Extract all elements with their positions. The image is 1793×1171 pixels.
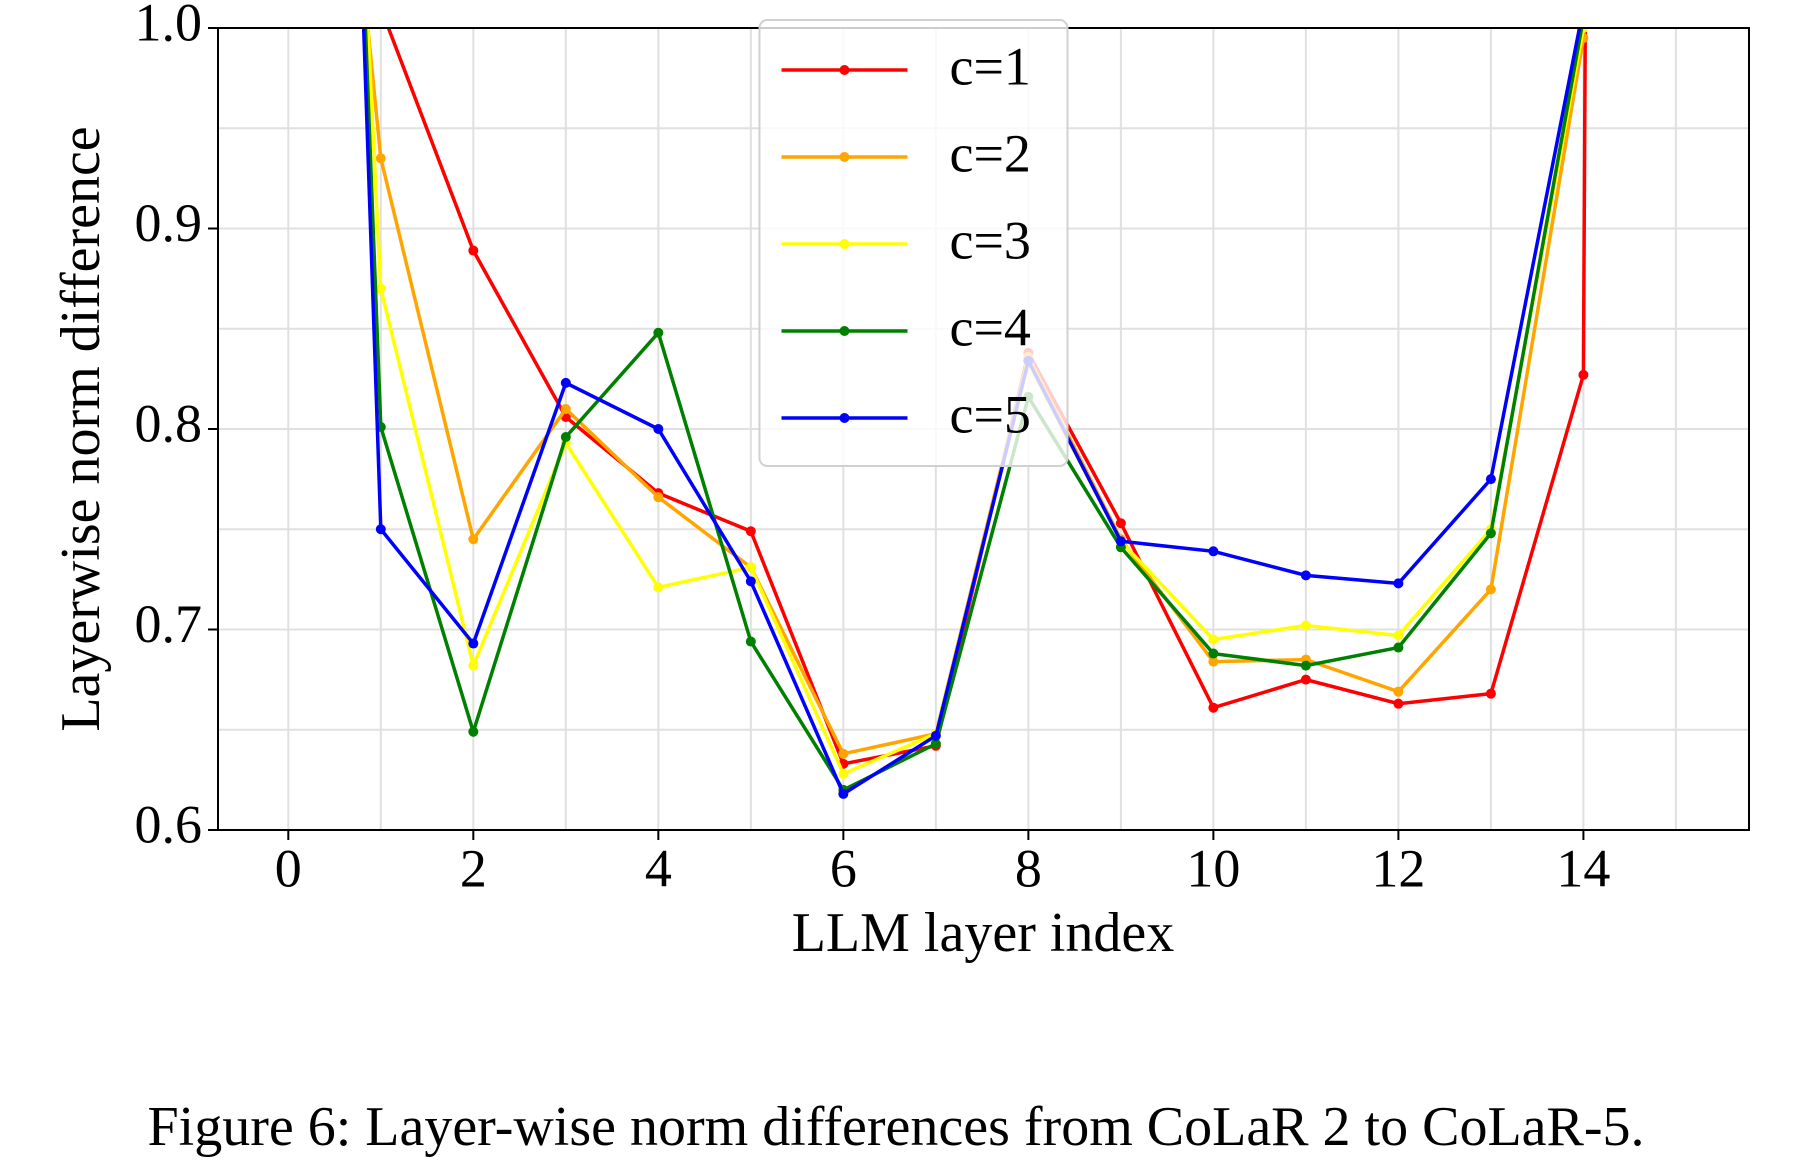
legend-label: c=1 bbox=[950, 36, 1031, 96]
point bbox=[1393, 686, 1404, 697]
point bbox=[1485, 688, 1496, 699]
point bbox=[1208, 546, 1219, 557]
axes: 0 2 4 6 8 10 12 14 0.6 0.7 0.8 0.9 1.0 bbox=[135, 0, 1611, 898]
y-tick-label: 0.9 bbox=[135, 193, 203, 253]
legend-label: c=2 bbox=[950, 123, 1031, 183]
y-tick-label: 0.6 bbox=[135, 794, 203, 854]
point bbox=[376, 3, 386, 13]
point bbox=[1578, 13, 1588, 23]
legend: c=1 c=2 c=3 c=4 c=5 bbox=[758, 19, 1069, 467]
x-tick-label: 12 bbox=[1371, 838, 1425, 898]
point bbox=[1208, 656, 1219, 667]
point bbox=[1393, 698, 1404, 709]
point bbox=[468, 660, 479, 671]
caption: Figure 6: Layer-wise norm differences fr… bbox=[147, 1096, 1644, 1158]
point bbox=[930, 738, 941, 749]
point bbox=[560, 377, 571, 388]
point bbox=[1300, 570, 1311, 581]
point bbox=[1485, 474, 1496, 485]
legend-label: c=3 bbox=[950, 210, 1031, 270]
point bbox=[1578, 369, 1589, 380]
point bbox=[838, 748, 849, 759]
point bbox=[1300, 674, 1311, 685]
point bbox=[560, 403, 571, 414]
point bbox=[1300, 660, 1311, 671]
series-line bbox=[361, 28, 1582, 797]
point bbox=[1393, 578, 1404, 589]
legend-marker bbox=[839, 413, 850, 423]
point bbox=[838, 788, 849, 799]
point bbox=[745, 636, 756, 647]
point bbox=[1485, 584, 1496, 595]
point bbox=[1115, 518, 1126, 529]
point bbox=[838, 768, 849, 779]
point bbox=[1208, 702, 1219, 713]
legend-box bbox=[758, 19, 1069, 467]
x-tick-label: 14 bbox=[1556, 838, 1610, 898]
point bbox=[745, 526, 756, 537]
x-tick-label: 4 bbox=[645, 838, 672, 898]
point bbox=[1208, 634, 1219, 645]
point bbox=[1393, 642, 1404, 653]
point bbox=[468, 245, 479, 256]
legend-marker bbox=[839, 239, 850, 249]
x-tick-label: 0 bbox=[275, 838, 302, 898]
x-tick-label: 8 bbox=[1015, 838, 1042, 898]
x-tick-label: 6 bbox=[830, 838, 857, 898]
x-axis-label: LLM layer index bbox=[792, 902, 1175, 964]
point bbox=[930, 730, 941, 741]
y-tick-label: 0.8 bbox=[135, 393, 203, 453]
point bbox=[375, 283, 386, 294]
point bbox=[745, 576, 756, 587]
legend-label: c=5 bbox=[950, 384, 1031, 444]
point bbox=[375, 524, 386, 535]
point bbox=[468, 726, 479, 737]
point bbox=[1115, 536, 1126, 547]
point bbox=[745, 562, 756, 573]
point bbox=[468, 534, 479, 545]
x-tick-label: 2 bbox=[460, 838, 487, 898]
point bbox=[653, 424, 664, 434]
legend-marker bbox=[839, 65, 850, 75]
point bbox=[1300, 620, 1311, 631]
point bbox=[653, 582, 664, 593]
point bbox=[1393, 630, 1404, 641]
legend-label: c=4 bbox=[950, 297, 1031, 357]
point bbox=[1578, 3, 1588, 13]
point bbox=[375, 153, 386, 164]
point bbox=[653, 327, 664, 338]
plot-lines bbox=[361, 3, 1589, 799]
point bbox=[1208, 648, 1219, 659]
legend-marker bbox=[839, 152, 850, 162]
legend-marker bbox=[839, 326, 850, 336]
series-line bbox=[363, 28, 1584, 793]
point bbox=[1485, 528, 1496, 539]
y-tick-label: 1.0 bbox=[135, 0, 203, 52]
point bbox=[653, 492, 664, 503]
y-axis-label: Layerwise norm difference bbox=[50, 126, 112, 731]
x-tick-label: 10 bbox=[1186, 838, 1240, 898]
point bbox=[560, 432, 571, 443]
y-tick-label: 0.7 bbox=[135, 594, 203, 654]
point bbox=[468, 638, 479, 649]
